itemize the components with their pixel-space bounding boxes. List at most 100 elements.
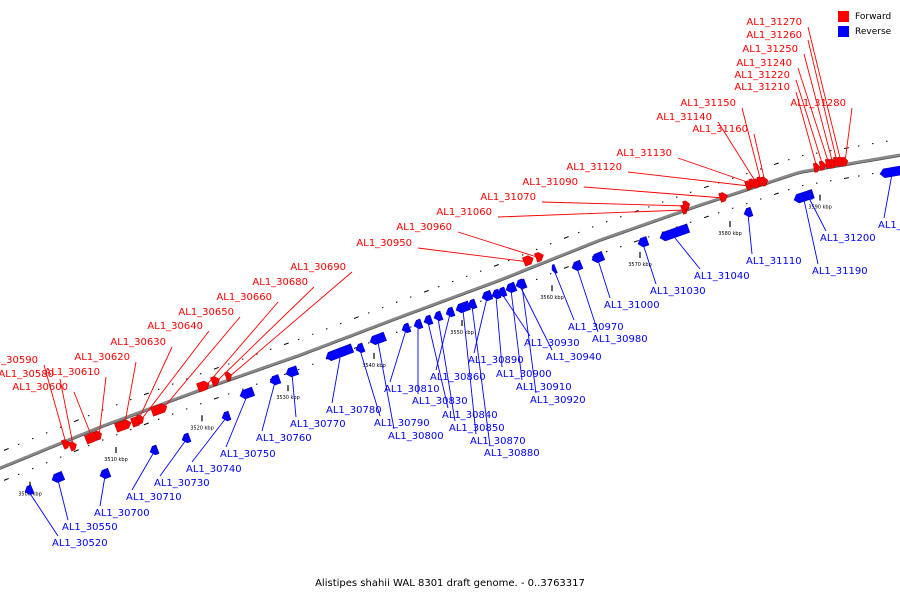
- gene-label-al1-30680: AL1_30680: [252, 277, 308, 288]
- gene-label-al1-31280: AL1_31280: [790, 98, 846, 109]
- legend-label-forward: Forward: [855, 11, 892, 22]
- upper-tick: [381, 306, 384, 309]
- upper-tick: [367, 312, 370, 314]
- leader-al1-31160: [753, 133, 766, 183]
- gene-feature-al1-30550: [51, 470, 66, 483]
- gene-feature-al1-30640: [136, 414, 144, 425]
- leader-al1-30740: [191, 417, 227, 463]
- gene-label-al1-30900: AL1_30900: [496, 369, 552, 380]
- leader-al1-30800: [377, 341, 395, 430]
- lower-tick: [535, 278, 538, 281]
- gene-label-al1-30870: AL1_30870: [470, 436, 526, 447]
- upper-tick: [157, 388, 160, 391]
- gene-feature-al1-30730: [181, 432, 192, 444]
- leader-al1-30750: [225, 395, 248, 448]
- leader-al1-30900: [495, 295, 503, 368]
- upper-tick: [143, 392, 149, 396]
- leader-al1-30920: [521, 285, 537, 394]
- gene-feature-al1-30760: [269, 374, 282, 386]
- reverse-swatch-icon: [838, 26, 849, 37]
- legend-item-reverse: Reverse: [838, 24, 900, 39]
- leader-al1-30730: [159, 439, 187, 477]
- gene-feature-al1-30790: [355, 342, 366, 354]
- gene-feature-al1-30660: [196, 380, 210, 393]
- upper-tick: [199, 373, 202, 375]
- gene-feature-al1-30930: [497, 286, 508, 298]
- scale-label: 3520 kbp: [190, 425, 214, 431]
- leader-al1-31130: [677, 157, 754, 185]
- leader-lines: [28, 26, 893, 537]
- upper-tick: [549, 242, 552, 245]
- gene-feature-al1-31110: [743, 206, 754, 218]
- upper-tick: [17, 443, 20, 446]
- gene-label-al1-31070: AL1_31070: [480, 192, 536, 203]
- upper-tick: [395, 301, 398, 303]
- leader-al1-30690: [228, 271, 353, 378]
- gene-feature-al1-30810: [401, 322, 412, 334]
- lower-tick: [17, 473, 20, 476]
- gene-feature-al1-30780: [325, 343, 355, 362]
- upper-tick: [73, 419, 79, 423]
- upper-tick: [283, 342, 289, 346]
- upper-tick: [311, 333, 314, 335]
- gene-label-al1-30620: AL1_30620: [74, 352, 130, 363]
- upper-tick: [577, 231, 580, 234]
- leader-al1-31190: [803, 199, 819, 265]
- gene-feature-al1-30890: [481, 289, 494, 302]
- leader-al1-31220: [795, 79, 824, 167]
- leader-al1-31090: [583, 186, 725, 199]
- leader-al1-30650: [159, 316, 241, 413]
- upper-tick: [185, 378, 188, 380]
- gene-feature-al1-30980: [571, 259, 584, 271]
- gene-label-al1-30930: AL1_30930: [524, 338, 580, 349]
- gene-label-al1-31160: AL1_31160: [692, 124, 748, 135]
- upper-tick: [703, 185, 709, 189]
- gene-label-al1-30660: AL1_30660: [216, 292, 272, 303]
- gene-label-al1-30650: AL1_30650: [178, 307, 234, 318]
- gene-feature-al1-30860: [445, 306, 456, 318]
- scale-label: 3550 kbp: [450, 330, 474, 336]
- gene-label-al1-31000: AL1_31000: [604, 300, 660, 311]
- backbone-shadow: [0, 156, 900, 470]
- leader-al1-31210: [795, 91, 818, 169]
- scale-label: 3530 kbp: [276, 395, 300, 401]
- leader-al1-30810: [389, 329, 407, 383]
- gene-label-al1-30760: AL1_30760: [256, 433, 312, 444]
- gene-label-al1-30710: AL1_30710: [126, 492, 182, 503]
- upper-tick: [535, 248, 538, 251]
- gene-feature-al1-30620: [114, 419, 132, 433]
- leader-al1-30520: [28, 491, 59, 537]
- leader-al1-30630: [136, 346, 173, 424]
- lower-tick: [213, 396, 219, 400]
- gene-feature-al1-30590: [60, 439, 70, 450]
- lower-tick: [297, 368, 300, 371]
- legend-item-forward: Forward: [838, 9, 900, 24]
- lower-tick: [115, 434, 118, 436]
- lower-tick: [563, 266, 569, 269]
- leader-al1-31110: [747, 213, 753, 255]
- lower-tick: [31, 467, 34, 470]
- gene-feature-al1-30800: [369, 331, 387, 346]
- leader-al1-30760: [261, 381, 276, 432]
- gene-label-al1-31260: AL1_31260: [746, 30, 802, 41]
- gene-label-al1-30830: AL1_30830: [412, 396, 468, 407]
- leader-al1-30610: [98, 376, 107, 437]
- leader-al1-30660: [203, 301, 279, 389]
- gene-label-al1-31200: AL1_31200: [820, 233, 876, 244]
- scale-label: 3580 kbp: [718, 231, 742, 237]
- gene-label-al1-30550: AL1_30550: [62, 522, 118, 533]
- gene-label-al1-31110: AL1_31110: [746, 256, 802, 267]
- scale-label: 3590 kbp: [808, 205, 832, 211]
- leader-al1-30700: [99, 475, 106, 507]
- leader-al1-31240: [797, 67, 830, 165]
- lower-tick: [101, 439, 104, 441]
- upper-tick: [521, 254, 524, 256]
- gene-label-al1-30780: AL1_30780: [326, 405, 382, 416]
- leader-al1-30840: [427, 321, 449, 409]
- gene-labels: AL1_30520 AL1_30550 AL1_30580 AL1_30590 AL1_…: [0, 17, 900, 549]
- gene-feature-al1-31040: [659, 223, 691, 242]
- leader-al1-30860: [435, 313, 451, 371]
- leader-al1-30980: [576, 267, 599, 333]
- gene-label-al1-31190: AL1_31190: [812, 266, 868, 277]
